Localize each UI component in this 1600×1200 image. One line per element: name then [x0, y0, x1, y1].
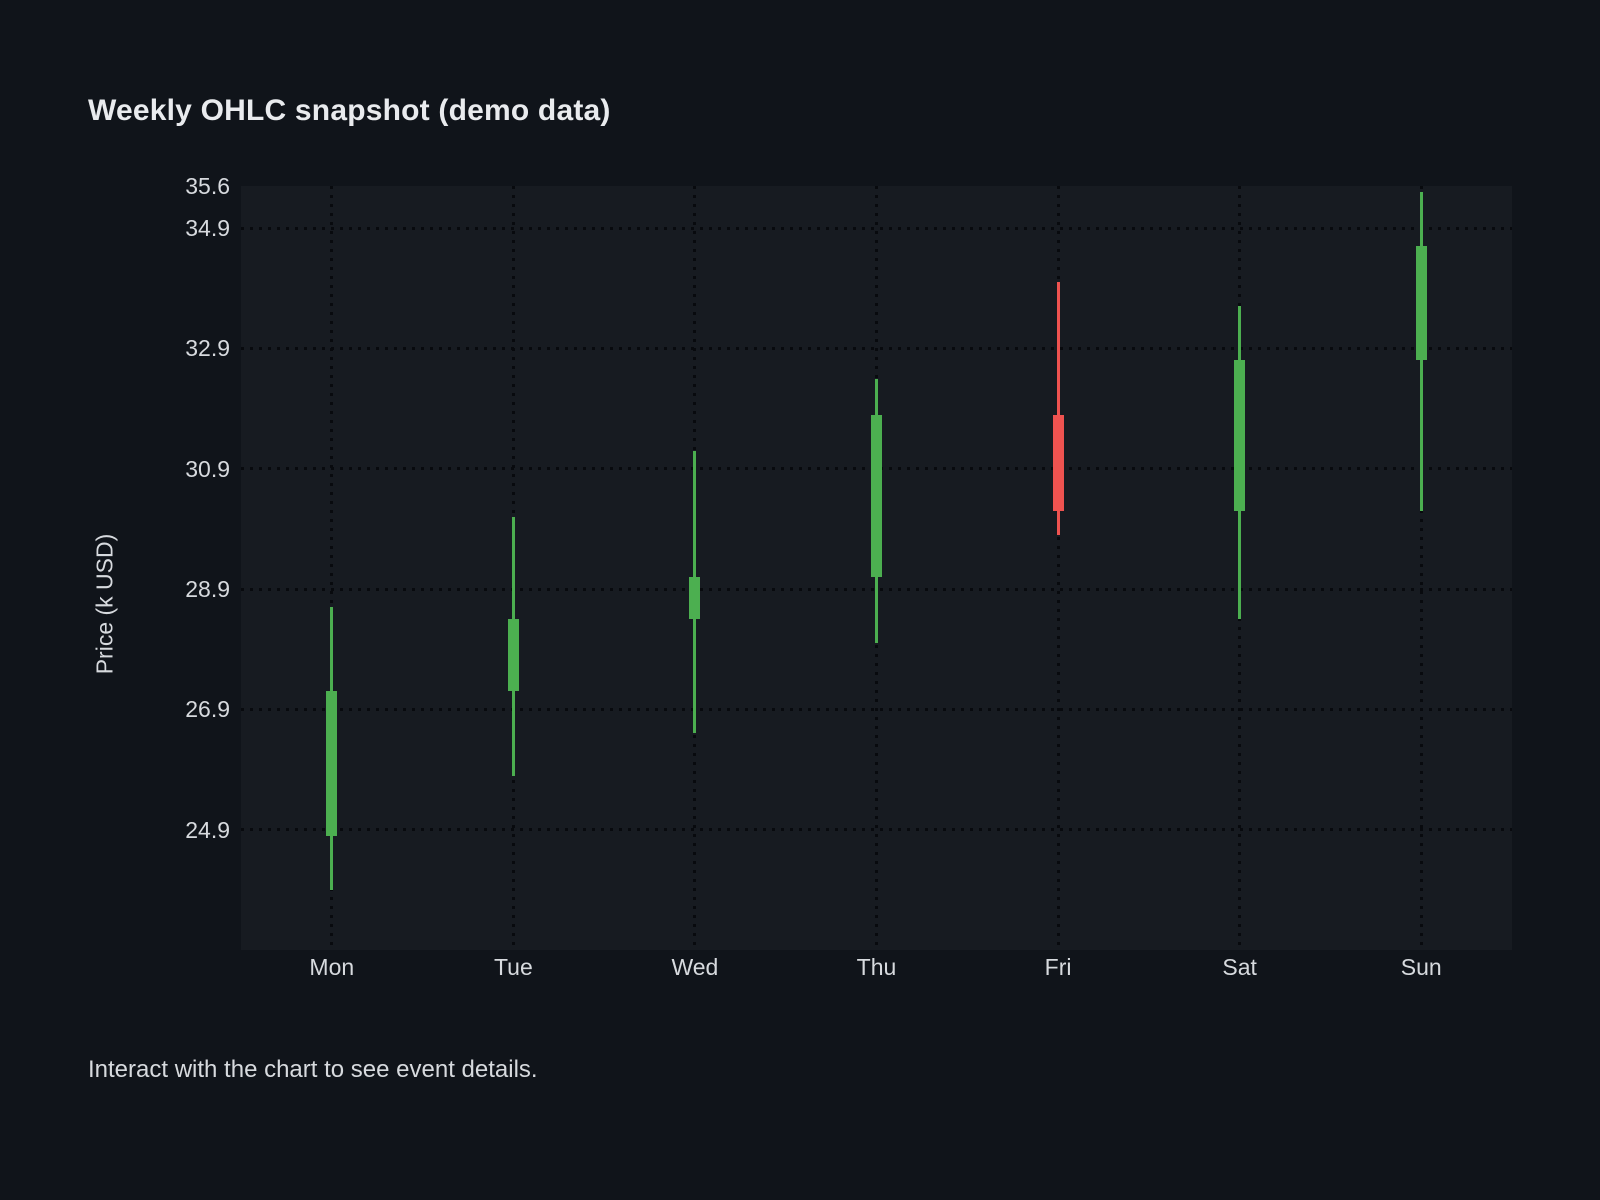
y-axis-title: Price (k USD) — [91, 533, 118, 675]
candle-fri-wick[interactable] — [1056, 282, 1060, 535]
x-tick-label-sun: Sun — [1400, 954, 1442, 980]
plot-area[interactable] — [241, 186, 1512, 950]
y-tick-label: 24.9 — [185, 816, 230, 843]
candle-thu-body[interactable] — [871, 414, 882, 578]
candle-tue-body[interactable] — [507, 619, 519, 692]
candle-sat-body[interactable] — [1234, 360, 1246, 511]
x-tick-label-wed: Wed — [671, 954, 719, 980]
candle-mon-body[interactable] — [326, 691, 338, 836]
x-tick-label-mon: Mon — [309, 954, 355, 980]
y-tick-label: 34.9 — [185, 215, 230, 242]
x-gridline — [1419, 186, 1423, 950]
y-tick-label: 35.6 — [185, 173, 230, 199]
x-tick-label-thu: Thu — [856, 954, 897, 980]
candle-fri-body[interactable] — [1052, 414, 1064, 511]
x-tick-label-sat: Sat — [1222, 954, 1257, 980]
y-tick-label: 32.9 — [185, 335, 230, 362]
y-tick-label: 26.9 — [185, 696, 230, 723]
chart-title: Weekly OHLC snapshot (demo data) — [88, 94, 611, 127]
candle-sun-body[interactable] — [1415, 246, 1427, 361]
y-tick-label: 30.9 — [185, 455, 230, 482]
x-gridline — [1056, 186, 1060, 950]
candle-wed-body[interactable] — [689, 577, 701, 620]
x-tick-label-fri: Fri — [1044, 954, 1072, 980]
x-gridline — [330, 186, 334, 950]
y-tick-label: 28.9 — [185, 576, 230, 603]
x-tick-label-tue: Tue — [493, 954, 533, 980]
footer-hint: Interact with the chart to see event det… — [88, 1056, 538, 1083]
